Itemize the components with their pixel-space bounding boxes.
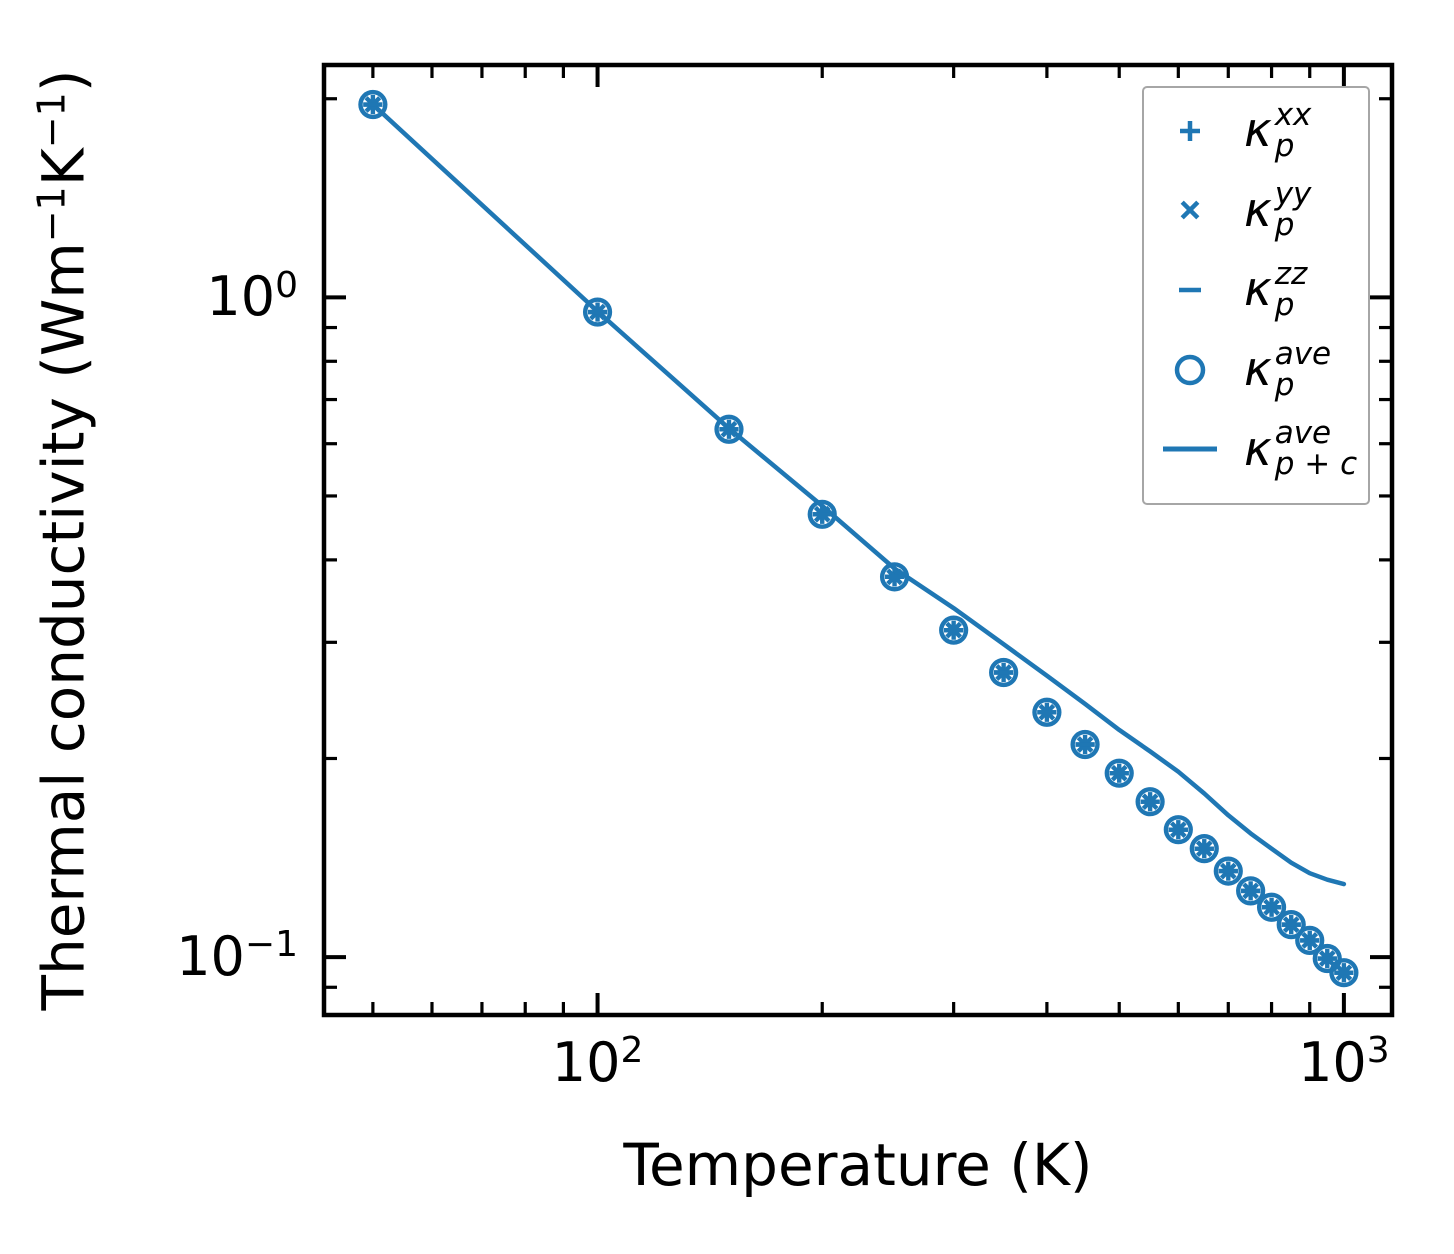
data-points [358,89,1359,988]
superscript: yy [1274,176,1312,213]
subscript: p [1274,207,1295,244]
superscript: −1 [29,186,74,243]
x-tick-label: 103 [1298,1033,1390,1090]
sup-sub-stack: ave p [1274,335,1332,403]
subscript: p [1274,127,1295,164]
label-text: ) [29,69,98,93]
kappa-symbol: κ [1244,262,1272,318]
circle-marker [1276,910,1306,940]
circle-marker [1189,834,1219,864]
kappa-symbol: κ [1244,182,1272,238]
sup-sub-stack: zz p [1274,255,1308,323]
circle-marker [1070,729,1100,760]
circle-marker [1032,697,1062,727]
circle-marker [807,499,837,529]
legend-line-icon [1163,446,1217,452]
circle-marker [358,89,388,120]
legend-label: κ xx p [1244,96,1312,164]
x-tick-label: 102 [552,1033,644,1090]
superscript: ave [1274,415,1332,452]
superscript: xx [1274,96,1312,133]
circle-marker [989,657,1019,688]
kappa-symbol: κ [1244,421,1272,477]
circle-marker [939,615,969,645]
circle-icon [1174,354,1206,385]
superscript: 0 [275,264,298,306]
legend-label: κ ave p [1244,335,1332,403]
circle-marker [1329,958,1359,988]
circle-marker [714,414,744,444]
legend-hline-icon [1179,287,1201,293]
superscript: 2 [620,1030,644,1072]
legend-entry-2: κ zz p [1144,250,1368,330]
sup-sub-stack: ave p + c [1275,418,1357,480]
x-axis-label: Temperature (K) [623,1131,1093,1199]
plot-spines [321,62,1395,1018]
label-text: K [29,148,98,187]
cross-icon [1180,200,1200,220]
superscript: zz [1274,255,1308,292]
y-tick-label: 100 [206,267,298,324]
kappa-symbol: κ [1244,342,1272,398]
label-text: 10 [1298,1031,1367,1094]
legend-entry-4: κ ave p + c [1144,409,1368,489]
kappa-symbol: κ [1244,103,1272,159]
circle-marker [1312,943,1342,974]
circle-marker [1256,892,1287,922]
superscript: ave [1274,335,1332,372]
subscript: p + c [1274,446,1358,483]
legend: κ xx p κ yy p κ zz p κ ave p κ ave p + c [1142,86,1370,505]
subscript: p [1274,286,1295,323]
superscript: −1 [29,92,74,149]
label-text: 10 [176,925,245,989]
circle-marker [1213,856,1243,886]
superscript: 3 [1366,1030,1390,1072]
subscript: p [1274,366,1295,403]
label-text: 10 [206,265,276,329]
y-axis-label: Thermal conductivity (Wm−1K−1) [29,69,98,1011]
label-text: Thermal conductivity (Wm [29,242,98,1011]
circle-marker [1104,758,1134,788]
label-text: 10 [551,1031,621,1094]
circle-marker [582,297,613,327]
legend-cross-icon [1180,200,1200,220]
circle-marker [1236,876,1266,906]
sup-sub-stack: yy p [1275,179,1312,241]
superscript: −1 [244,924,298,966]
legend-label: κ yy p [1244,179,1311,241]
legend-label: κ zz p [1244,255,1308,323]
legend-entry-1: κ yy p [1144,171,1368,251]
legend-entry-0: κ xx p [1144,91,1368,171]
sup-sub-stack: xx p [1274,96,1312,164]
circle-marker [879,562,910,592]
legend-label: κ ave p + c [1244,418,1357,480]
legend-plus-icon [1180,120,1200,141]
circle-marker [1163,815,1193,845]
circle-marker [1135,787,1165,817]
circle-marker [1295,925,1325,955]
legend-entry-3: κ ave p [1144,330,1368,410]
y-tick-label: 10−1 [176,927,298,984]
legend-circle-icon [1174,354,1206,385]
